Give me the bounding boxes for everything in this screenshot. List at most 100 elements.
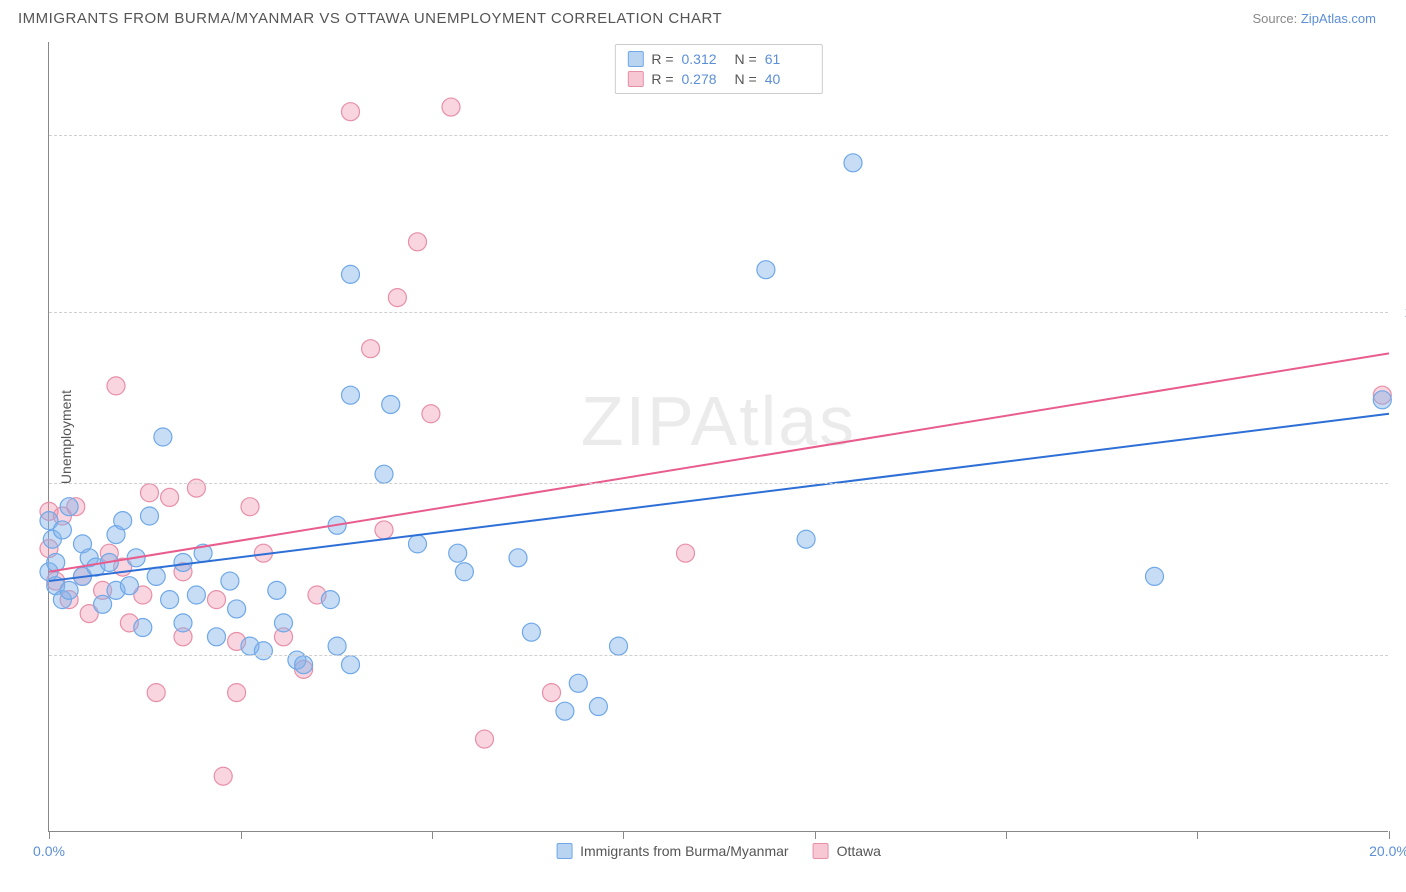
scatter-point-ottawa [107,377,125,395]
scatter-point-burma [589,698,607,716]
scatter-point-burma [844,154,862,172]
legend-n-label: N = [735,71,757,87]
scatter-point-burma [134,619,152,637]
x-tick-label: 20.0% [1369,843,1406,859]
scatter-point-ottawa [409,233,427,251]
x-tick [815,831,816,839]
scatter-point-burma [187,586,205,604]
legend-swatch [627,71,643,87]
scatter-point-burma [53,521,71,539]
scatter-point-ottawa [228,684,246,702]
legend-r-value: 0.278 [682,71,727,87]
legend-n-value: 61 [765,51,810,67]
legend-swatch [556,843,572,859]
legend-row: R = 0.278 N = 40 [627,69,809,89]
scatter-point-burma [60,498,78,516]
scatter-point-burma [757,261,775,279]
scatter-point-ottawa [677,544,695,562]
x-tick [1006,831,1007,839]
scatter-point-burma [94,595,112,613]
legend-row: R = 0.312 N = 61 [627,49,809,69]
source-link[interactable]: ZipAtlas.com [1301,11,1376,26]
x-tick [1197,831,1198,839]
scatter-point-burma [342,656,360,674]
scatter-point-burma [221,572,239,590]
scatter-point-ottawa [187,479,205,497]
scatter-point-burma [141,507,159,525]
scatter-point-ottawa [241,498,259,516]
scatter-point-ottawa [141,484,159,502]
scatter-point-ottawa [208,591,226,609]
legend-correlation: R = 0.312 N = 61 R = 0.278 N = 40 [614,44,822,94]
scatter-point-burma [147,567,165,585]
scatter-point-ottawa [147,684,165,702]
scatter-point-burma [797,530,815,548]
scatter-point-burma [610,637,628,655]
scatter-point-burma [154,428,172,446]
scatter-point-burma [254,642,272,660]
scatter-point-ottawa [375,521,393,539]
gridline [49,483,1388,484]
scatter-point-ottawa [388,289,406,307]
scatter-point-ottawa [214,767,232,785]
scatter-point-burma [455,563,473,581]
scatter-point-burma [268,581,286,599]
scatter-point-ottawa [362,340,380,358]
legend-swatch [813,843,829,859]
scatter-point-burma [120,577,138,595]
scatter-point-burma [275,614,293,632]
scatter-point-burma [342,386,360,404]
scatter-point-ottawa [442,98,460,116]
scatter-point-burma [342,265,360,283]
source-prefix: Source: [1252,11,1300,26]
source-attribution: Source: ZipAtlas.com [1252,11,1376,26]
legend-r-value: 0.312 [682,51,727,67]
legend-swatch [627,51,643,67]
x-tick-label: 0.0% [33,843,65,859]
scatter-point-burma [208,628,226,646]
scatter-point-burma [409,535,427,553]
scatter-point-burma [556,702,574,720]
scatter-point-burma [382,395,400,413]
gridline [49,655,1388,656]
scatter-point-burma [174,614,192,632]
scatter-point-burma [509,549,527,567]
scatter-chart: Unemployment ZIPAtlas R =0.312N =61R =0.… [48,42,1388,832]
scatter-point-ottawa [476,730,494,748]
scatter-point-burma [328,637,346,655]
scatter-point-burma [449,544,467,562]
legend-series: Immigrants from Burma/Myanmar Ottawa [556,843,881,859]
legend-item: Ottawa [813,843,881,859]
x-tick [49,831,50,839]
scatter-point-ottawa [422,405,440,423]
scatter-point-ottawa [161,488,179,506]
scatter-point-ottawa [543,684,561,702]
scatter-point-burma [60,581,78,599]
gridline [49,312,1388,313]
scatter-point-burma [161,591,179,609]
scatter-point-burma [522,623,540,641]
scatter-point-burma [228,600,246,618]
plot-area [49,42,1388,831]
scatter-point-ottawa [342,103,360,121]
scatter-point-burma [1146,567,1164,585]
legend-label: Immigrants from Burma/Myanmar [580,843,788,859]
scatter-point-burma [114,512,132,530]
x-tick [1389,831,1390,839]
legend-label: Ottawa [837,843,881,859]
legend-r-label: R = [651,51,673,67]
scatter-point-burma [321,591,339,609]
legend-r-label: R = [651,71,673,87]
x-tick [623,831,624,839]
scatter-point-burma [295,656,313,674]
legend-item: Immigrants from Burma/Myanmar [556,843,788,859]
scatter-point-burma [1373,391,1391,409]
legend-n-label: N = [735,51,757,67]
trend-line-ottawa [49,353,1389,571]
chart-title: IMMIGRANTS FROM BURMA/MYANMAR VS OTTAWA … [18,10,722,27]
scatter-point-burma [174,553,192,571]
gridline [49,135,1388,136]
x-tick [432,831,433,839]
scatter-point-burma [375,465,393,483]
legend-n-value: 40 [765,71,810,87]
